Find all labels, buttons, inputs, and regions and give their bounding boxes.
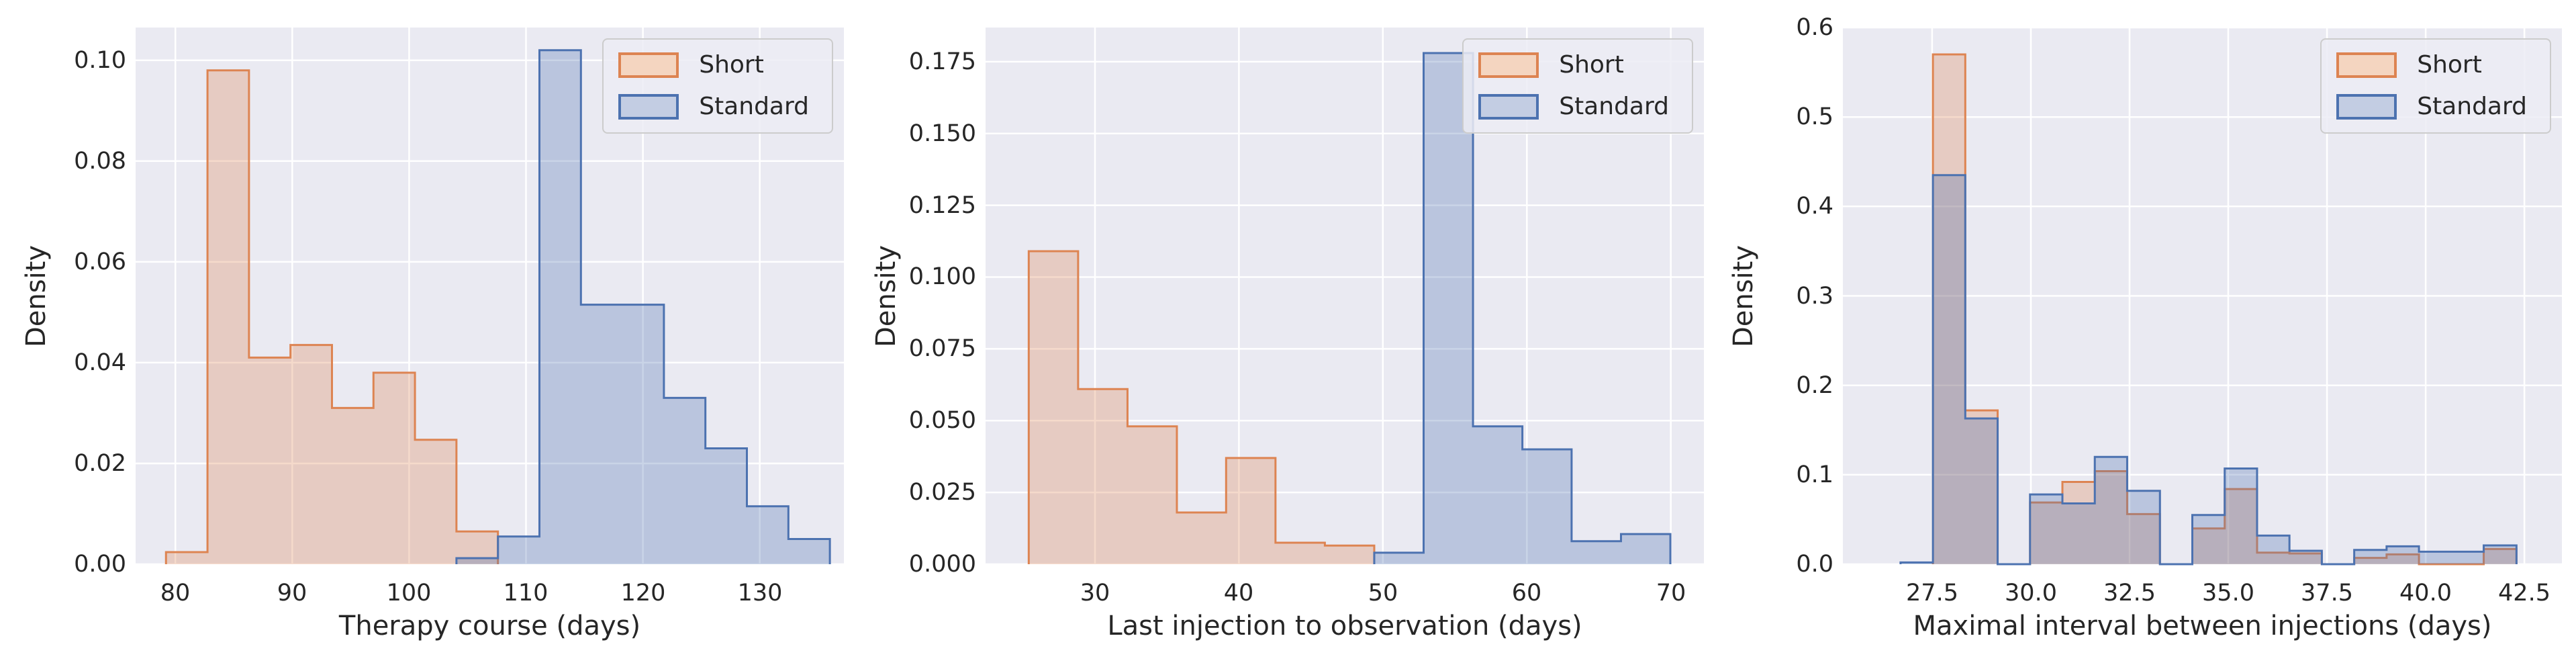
- standard-histogram-fill: [1374, 53, 1671, 565]
- x-tick-label: 32.5: [2103, 580, 2156, 607]
- y-tick-label: 0.075: [908, 335, 976, 362]
- standard-histogram-fill: [1900, 175, 2517, 564]
- y-tick-label: 0.125: [908, 192, 976, 219]
- legend-item-standard: Standard: [2336, 93, 2527, 120]
- y-tick-label: 0.1: [1796, 461, 1833, 488]
- x-tick-label: 35.0: [2202, 580, 2254, 607]
- short-swatch-icon: [1478, 52, 1539, 78]
- x-tick-label: 120: [620, 580, 666, 607]
- short-histogram-fill: [1933, 54, 2517, 564]
- legend-item-standard: Standard: [1478, 93, 1669, 120]
- short-histogram-outline: [1027, 250, 1376, 564]
- x-tick-label: 70: [1656, 580, 1686, 607]
- legend-item-short: Short: [2336, 52, 2527, 79]
- legend-label-standard: Standard: [699, 93, 809, 120]
- y-tick-label: 0.050: [908, 407, 976, 434]
- y-tick-label: 0.6: [1796, 14, 1833, 41]
- legend-label-short: Short: [699, 51, 764, 79]
- standard-swatch-icon: [1478, 94, 1539, 120]
- x-tick-label: 60: [1511, 580, 1542, 607]
- y-tick-label: 0.175: [908, 48, 976, 75]
- x-tick-label: 100: [386, 580, 432, 607]
- x-tick-label: 40: [1223, 580, 1254, 607]
- standard-histogram-outline: [1373, 52, 1672, 564]
- y-axis-label: Density: [21, 244, 52, 347]
- x-tick-label: 27.5: [1906, 580, 1958, 607]
- short-histogram-outline: [164, 69, 499, 564]
- y-tick-label: 0.025: [908, 479, 976, 506]
- y-tick-label: 0.0: [1796, 551, 1833, 578]
- x-tick-label: 40.0: [2399, 580, 2452, 607]
- x-tick-label: 37.5: [2301, 580, 2353, 607]
- x-axis-label: Maximal interval between injections (day…: [1913, 611, 2492, 641]
- y-tick-label: 0.3: [1796, 283, 1833, 310]
- y-tick-label: 0.100: [908, 263, 976, 290]
- x-tick-label: 30.0: [2005, 580, 2057, 607]
- standard-histogram-outline: [455, 49, 831, 564]
- y-tick-label: 0.02: [74, 450, 126, 477]
- standard-swatch-icon: [2336, 94, 2397, 120]
- y-tick-label: 0.04: [74, 349, 126, 376]
- y-tick-label: 0.06: [74, 249, 126, 275]
- x-tick-label: 50: [1368, 580, 1398, 607]
- y-tick-label: 0.000: [908, 551, 976, 578]
- y-tick-label: 0.150: [908, 120, 976, 147]
- x-tick-label: 30: [1080, 580, 1110, 607]
- y-tick-label: 0.00: [74, 551, 126, 578]
- legend-label-standard: Standard: [2417, 93, 2527, 120]
- y-tick-label: 0.08: [74, 148, 126, 175]
- legend-item-short: Short: [618, 52, 809, 79]
- y-tick-label: 0.5: [1796, 103, 1833, 130]
- short-swatch-icon: [2336, 52, 2397, 78]
- short-histogram-fill: [1029, 251, 1374, 564]
- x-tick-label: 42.5: [2498, 580, 2550, 607]
- y-tick-label: 0.4: [1796, 193, 1833, 220]
- y-tick-label: 0.10: [74, 47, 126, 74]
- legend-label-short: Short: [2417, 51, 2482, 79]
- x-tick-label: 110: [503, 580, 548, 607]
- x-axis-label: Last injection to observation (days): [1107, 611, 1582, 641]
- legend: Short Standard: [602, 38, 833, 134]
- standard-histogram-outline: [1899, 174, 2518, 566]
- x-tick-label: 80: [160, 580, 191, 607]
- standard-histogram-fill: [456, 50, 830, 564]
- y-tick-label: 0.2: [1796, 372, 1833, 399]
- short-swatch-icon: [618, 52, 679, 78]
- legend: Short Standard: [2320, 38, 2551, 134]
- x-axis-label: Therapy course (days): [338, 611, 641, 641]
- legend-item-short: Short: [1478, 52, 1669, 79]
- y-axis-label: Density: [1728, 244, 1759, 347]
- legend-item-standard: Standard: [618, 93, 809, 120]
- legend-label-standard: Standard: [1559, 93, 1669, 120]
- standard-swatch-icon: [618, 94, 679, 120]
- legend-label-short: Short: [1559, 51, 1624, 79]
- x-tick-label: 130: [737, 580, 783, 607]
- x-tick-label: 90: [277, 580, 307, 607]
- legend: Short Standard: [1462, 38, 1693, 134]
- y-axis-label: Density: [871, 244, 902, 347]
